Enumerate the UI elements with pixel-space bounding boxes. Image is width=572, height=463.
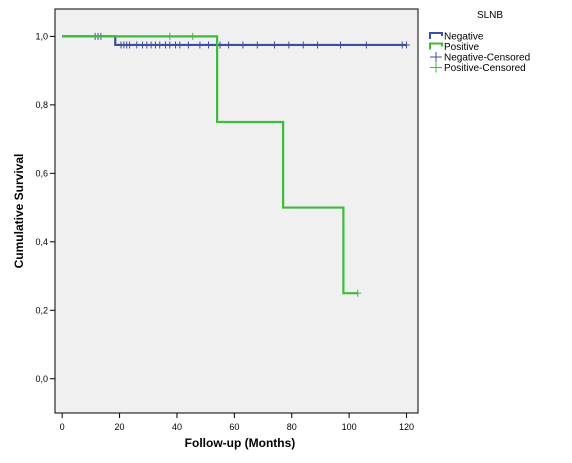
legend-label: Negative-Censored — [444, 53, 530, 64]
censor-mark-negative — [403, 41, 411, 49]
legend: SLNB NegativePositiveNegative-CensoredPo… — [429, 10, 530, 74]
censor-mark-negative — [253, 41, 261, 49]
legend-entry: Negative-Censored — [430, 52, 530, 64]
x-tick-label: 0 — [60, 422, 65, 432]
legend-label: Negative — [444, 32, 484, 43]
plot-area — [54, 8, 419, 414]
censor-mark-positive — [189, 32, 197, 40]
censor-mark-negative — [205, 41, 213, 49]
y-tick-label: 0,6 — [35, 168, 48, 178]
legend-swatch-step — [429, 32, 443, 39]
y-tick-label: 0,0 — [35, 374, 48, 384]
y-tick-label: 0,2 — [35, 305, 48, 315]
censor-mark-negative — [225, 41, 233, 49]
censor-mark-negative — [271, 41, 279, 49]
x-axis: 0 20 40 60 80 100 120 — [60, 413, 414, 432]
censor-mark-negative — [362, 41, 370, 49]
censor-mark-positive — [166, 32, 174, 40]
censor-mark-positive — [354, 289, 362, 297]
x-tick-label: 40 — [172, 422, 182, 432]
censor-mark-negative — [239, 41, 247, 49]
legend-entry: Negative — [429, 32, 484, 43]
legend-entry: Positive — [429, 42, 479, 53]
y-tick-label: 0,4 — [35, 237, 48, 247]
x-tick-label: 100 — [342, 422, 357, 432]
censor-mark-negative — [196, 41, 204, 49]
x-tick-label: 60 — [229, 422, 239, 432]
y-axis: 0,0 0,2 0,4 0,6 0,8 1,0 — [35, 31, 55, 384]
series-line-positive — [62, 35, 358, 295]
censor-mark-negative — [337, 41, 345, 49]
x-tick-label: 80 — [287, 422, 297, 432]
censor-mark-negative — [314, 41, 322, 49]
y-tick-label: 1,0 — [35, 31, 48, 41]
series-layer — [62, 32, 411, 297]
x-tick-label: 20 — [115, 422, 125, 432]
censor-mark-negative — [176, 41, 184, 49]
censor-mark-negative — [184, 41, 192, 49]
censor-mark-negative — [126, 41, 134, 49]
legend-title: SLNB — [477, 10, 503, 21]
censor-mark-negative — [299, 41, 307, 49]
legend-entry: Positive-Censored — [430, 62, 526, 74]
x-axis-title: Follow-up (Months) — [185, 436, 296, 450]
legend-label: Positive-Censored — [444, 63, 526, 74]
legend-label: Positive — [444, 42, 479, 53]
y-tick-label: 0,8 — [35, 100, 48, 110]
censor-mark-negative — [285, 41, 293, 49]
legend-swatch-step — [429, 42, 443, 50]
y-axis-title: Cumulative Survival — [12, 154, 26, 269]
x-tick-label: 120 — [399, 422, 414, 432]
